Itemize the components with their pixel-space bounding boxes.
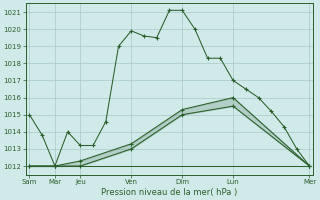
X-axis label: Pression niveau de la mer( hPa ): Pression niveau de la mer( hPa ) xyxy=(101,188,237,197)
